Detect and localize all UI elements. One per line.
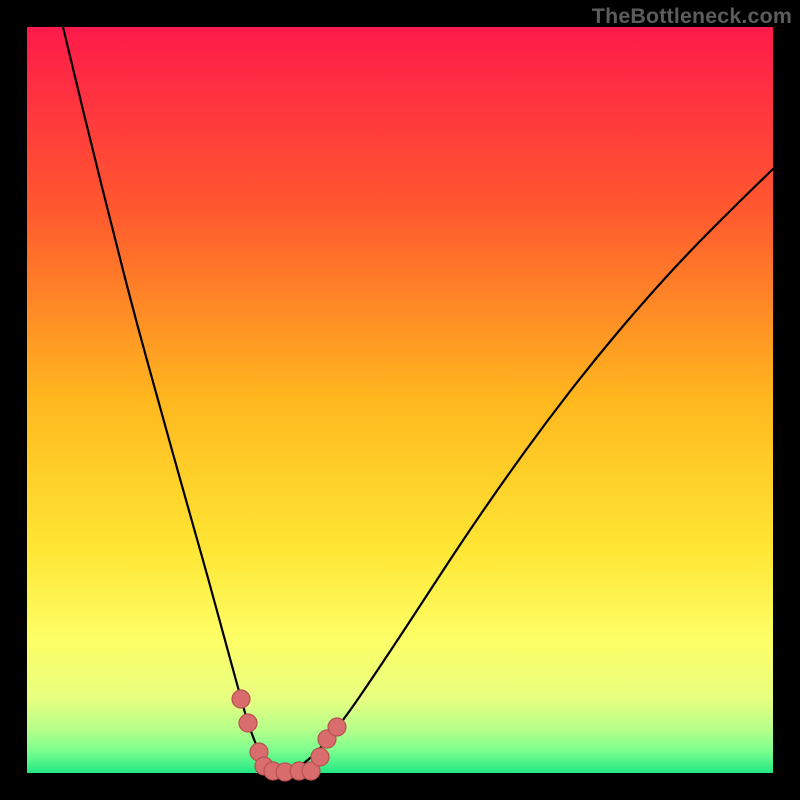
chart-svg [0, 0, 800, 800]
marker-dot [328, 718, 346, 736]
outer-frame: TheBottleneck.com [0, 0, 800, 800]
marker-dot [239, 714, 257, 732]
marker-dot [311, 748, 329, 766]
marker-dot [232, 690, 250, 708]
curve-right-branch [285, 169, 773, 772]
curve-left-branch [63, 27, 285, 772]
